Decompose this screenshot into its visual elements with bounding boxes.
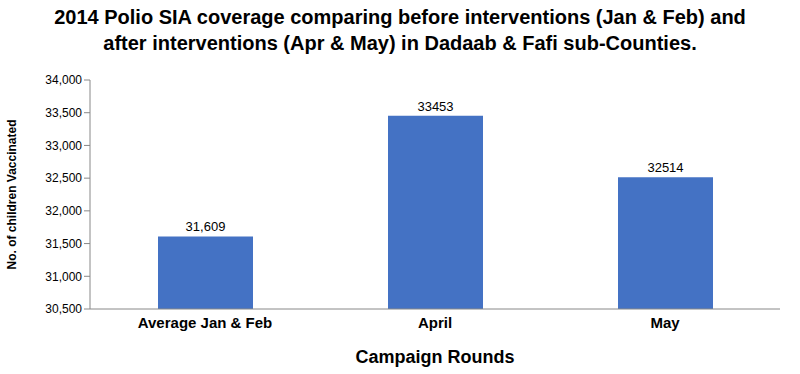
svg-text:Average Jan & Feb: Average Jan & Feb (138, 314, 273, 331)
svg-text:33,000: 33,000 (45, 139, 82, 153)
svg-text:34,000: 34,000 (45, 73, 82, 87)
svg-text:May: May (650, 314, 680, 331)
svg-text:33,500: 33,500 (45, 106, 82, 120)
svg-text:32,000: 32,000 (45, 204, 82, 218)
svg-text:32514: 32514 (647, 160, 683, 175)
html-text:2014 Polio SIA coverage compar: 2014 Polio SIA coverage comparing before… (54, 6, 746, 54)
svg-text:30,500: 30,500 (45, 302, 82, 316)
svg-text:31,000: 31,000 (45, 270, 82, 284)
svg-text:31,500: 31,500 (45, 237, 82, 251)
svg-text:No. of children Vaccinated: No. of children Vaccinated (8, 119, 19, 269)
svg-text:31,609: 31,609 (186, 219, 226, 234)
svg-text:April: April (418, 314, 452, 331)
svg-text:32,500: 32,500 (45, 171, 82, 185)
svg-text:Campaign Rounds: Campaign Rounds (355, 347, 514, 367)
svg-text:33453: 33453 (417, 99, 453, 114)
